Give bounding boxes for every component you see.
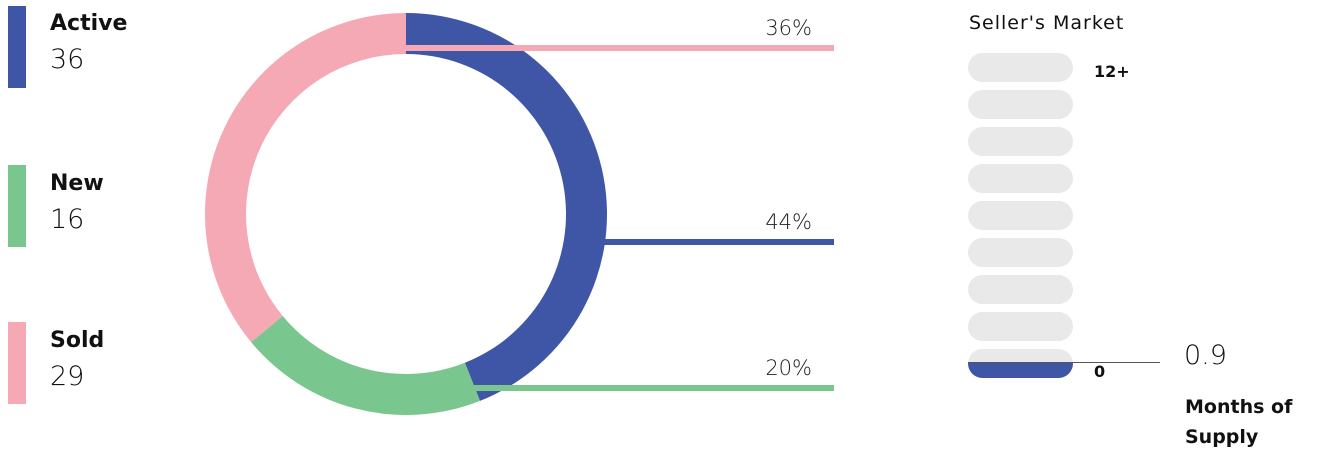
percent-label-active: 44% [765, 210, 812, 234]
months-of-supply-value: 0.9 [1184, 340, 1227, 371]
scale-step [968, 90, 1073, 119]
leader-line-new [440, 385, 834, 391]
scale-step [968, 127, 1073, 156]
scale-step [968, 275, 1073, 304]
supply-indicator-line [968, 362, 1160, 363]
legend-swatch-sold [8, 322, 26, 404]
scale-step [968, 53, 1073, 82]
leader-line-sold [406, 45, 834, 51]
scale-min-label: 0 [1094, 362, 1106, 381]
percent-label-sold: 36% [765, 16, 812, 40]
legend-value-sold: 29 [50, 361, 85, 392]
scale-step [968, 238, 1073, 267]
scale-step [968, 201, 1073, 230]
percent-label-new: 20% [765, 356, 812, 380]
legend-swatch-new [8, 165, 26, 247]
legend-label-sold: Sold [50, 328, 105, 353]
market-title: Seller's Market [969, 12, 1125, 34]
months-of-supply-caption: Months of Supply [1185, 396, 1293, 448]
scale-step [968, 312, 1073, 341]
legend-value-active: 36 [50, 44, 85, 75]
donut-slice-active [406, 13, 607, 401]
legend-label-active: Active [50, 11, 128, 36]
donut-slice-new [251, 315, 480, 416]
donut-slice-sold [204, 13, 406, 343]
scale-step [968, 349, 1073, 378]
scale-max-label: 12+ [1094, 62, 1130, 81]
legend-value-new: 16 [50, 204, 85, 235]
legend-swatch-active [8, 6, 26, 88]
leader-line-active [604, 239, 834, 245]
legend-label-new: New [50, 171, 104, 196]
scale-step [968, 164, 1073, 193]
